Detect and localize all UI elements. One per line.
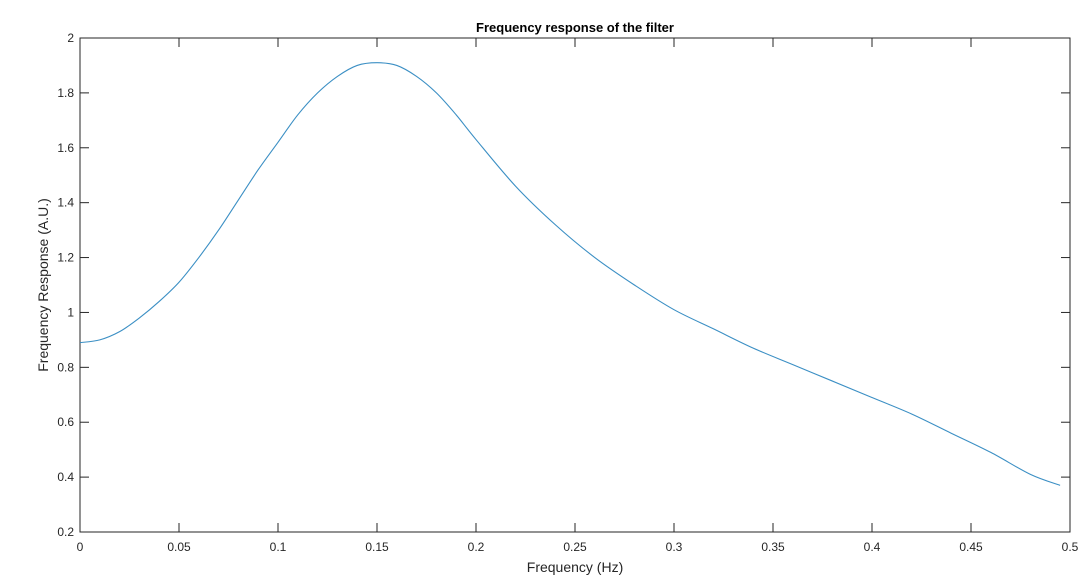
x-tick-label: 0.2 xyxy=(468,540,485,554)
x-tick-label: 0.45 xyxy=(959,540,983,554)
x-tick-label: 0.35 xyxy=(761,540,785,554)
y-tick-label: 1 xyxy=(67,305,74,319)
y-tick-label: 0.8 xyxy=(57,360,74,374)
chart-title: Frequency response of the filter xyxy=(476,20,674,35)
x-tick-label: 0.15 xyxy=(365,540,389,554)
x-tick-label: 0.1 xyxy=(270,540,287,554)
tick-labels: 0 0.05 0.1 0.15 0.2 0.25 0.3 0.35 0.4 0.45 0.5 0.2 0… xyxy=(57,31,1078,554)
y-tick-label: 1.8 xyxy=(57,86,74,100)
y-tick-label: 0.4 xyxy=(57,470,74,484)
series-line xyxy=(79,62,1061,486)
axis-ticks xyxy=(79,37,1071,533)
x-tick-label: 0.05 xyxy=(167,540,191,554)
y-tick-label: 1.6 xyxy=(57,141,74,155)
plot-area xyxy=(79,37,1071,533)
y-tick-label: 2 xyxy=(67,31,74,45)
x-axis-label: Frequency (Hz) xyxy=(527,559,623,575)
y-tick-label: 0.6 xyxy=(57,415,74,429)
y-axis-label: Frequency Response (A.U.) xyxy=(35,198,51,372)
x-tick-label: 0.25 xyxy=(563,540,587,554)
x-tick-label: 0.3 xyxy=(666,540,683,554)
y-tick-label: 1.4 xyxy=(57,196,74,210)
x-tick-label: 0 xyxy=(77,540,84,554)
y-tick-label: 0.2 xyxy=(57,525,74,539)
x-tick-label: 0.5 xyxy=(1062,540,1079,554)
y-tick-label: 1.2 xyxy=(57,251,74,265)
x-tick-label: 0.4 xyxy=(864,540,881,554)
